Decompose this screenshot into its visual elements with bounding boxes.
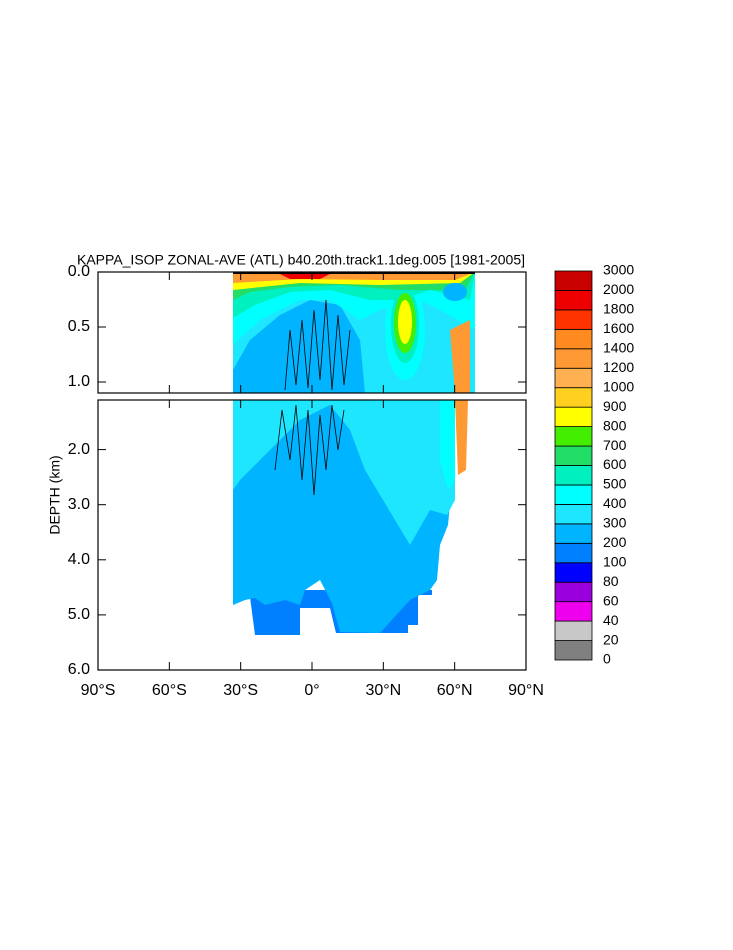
colorbar-box bbox=[554, 523, 593, 544]
colorbar-box bbox=[554, 445, 593, 466]
contour-region bbox=[455, 400, 468, 475]
colorbar-label: 900 bbox=[603, 398, 627, 414]
colorbar-box bbox=[554, 387, 593, 408]
colorbar-label: 200 bbox=[603, 534, 627, 550]
colorbar-label: 80 bbox=[603, 573, 619, 589]
colorbar-label: 600 bbox=[603, 456, 627, 472]
colorbar-label: 500 bbox=[603, 476, 627, 492]
colorbar-label: 100 bbox=[603, 553, 627, 569]
contour-line bbox=[284, 299, 351, 391]
contour-region bbox=[440, 400, 455, 490]
y-tick-label: 5.0 bbox=[68, 606, 90, 623]
x-tick-label: 30°S bbox=[223, 682, 258, 699]
colorbar-label: 1800 bbox=[603, 301, 634, 317]
colorbar-box bbox=[554, 270, 593, 291]
y-tick-label: 2.0 bbox=[68, 441, 90, 458]
contour-line bbox=[274, 404, 345, 496]
x-tick-label: 90°N bbox=[508, 682, 544, 699]
y-tick-label: 6.0 bbox=[68, 661, 90, 678]
colorbar-box bbox=[554, 348, 593, 369]
colorbar-label: 20 bbox=[603, 631, 619, 647]
colorbar-box bbox=[554, 406, 593, 427]
colorbar-box bbox=[554, 465, 593, 486]
colorbar-box bbox=[554, 601, 593, 622]
contour-region bbox=[233, 400, 455, 545]
y-axis-label: DEPTH (km) bbox=[47, 455, 63, 534]
x-tick-label: 60°N bbox=[437, 682, 473, 699]
contour-region bbox=[398, 300, 412, 344]
y-tick-label: 3.0 bbox=[68, 496, 90, 513]
y-tick-label: 0.0 bbox=[68, 263, 90, 280]
colorbar-box bbox=[554, 562, 593, 583]
colorbar-box bbox=[554, 328, 593, 350]
colorbar-label: 400 bbox=[603, 495, 627, 511]
colorbar-label: 1400 bbox=[603, 340, 634, 356]
colorbar-box bbox=[554, 581, 593, 603]
colorbar-box bbox=[554, 503, 593, 525]
chart-title: KAPPA_ISOP ZONAL-AVE (ATL) b40.20th.trac… bbox=[77, 252, 525, 268]
colorbar-label: 300 bbox=[603, 515, 627, 531]
y-tick-label: 0.5 bbox=[68, 318, 90, 335]
colorbar-label: 1600 bbox=[603, 320, 634, 336]
colorbar-label: 2000 bbox=[603, 281, 634, 297]
x-tick-label: 30°N bbox=[365, 682, 401, 699]
contour-region bbox=[443, 283, 467, 301]
contour-region bbox=[233, 300, 365, 393]
x-tick-label: 0° bbox=[304, 682, 319, 699]
colorbar-label: 60 bbox=[603, 592, 619, 608]
colorbar-box bbox=[554, 367, 593, 389]
y-tick-label: 1.0 bbox=[68, 373, 90, 390]
y-tick-label: 4.0 bbox=[68, 551, 90, 568]
colorbar-box bbox=[554, 426, 593, 447]
colorbar-label: 40 bbox=[603, 612, 619, 628]
contour-region bbox=[450, 320, 470, 393]
colorbar-label: 1000 bbox=[603, 378, 634, 394]
contour-region bbox=[280, 274, 330, 279]
colorbar-label: 1200 bbox=[603, 359, 634, 375]
contour-field-bottom bbox=[233, 400, 468, 635]
colorbar-box bbox=[554, 620, 593, 641]
colorbar-box bbox=[554, 542, 593, 564]
colorbar-label: 700 bbox=[603, 437, 627, 453]
colorbar-box bbox=[554, 309, 593, 330]
colorbar-label: 800 bbox=[603, 417, 627, 433]
x-tick-label: 90°S bbox=[81, 682, 116, 699]
x-tick-label: 60°S bbox=[152, 682, 187, 699]
colorbar-box bbox=[554, 640, 593, 661]
colorbar-label: 0 bbox=[603, 651, 611, 667]
colorbar-label: 3000 bbox=[603, 262, 634, 278]
contour-field-top bbox=[233, 272, 475, 393]
colorbar-box bbox=[554, 290, 593, 311]
colorbar-box bbox=[554, 484, 593, 505]
